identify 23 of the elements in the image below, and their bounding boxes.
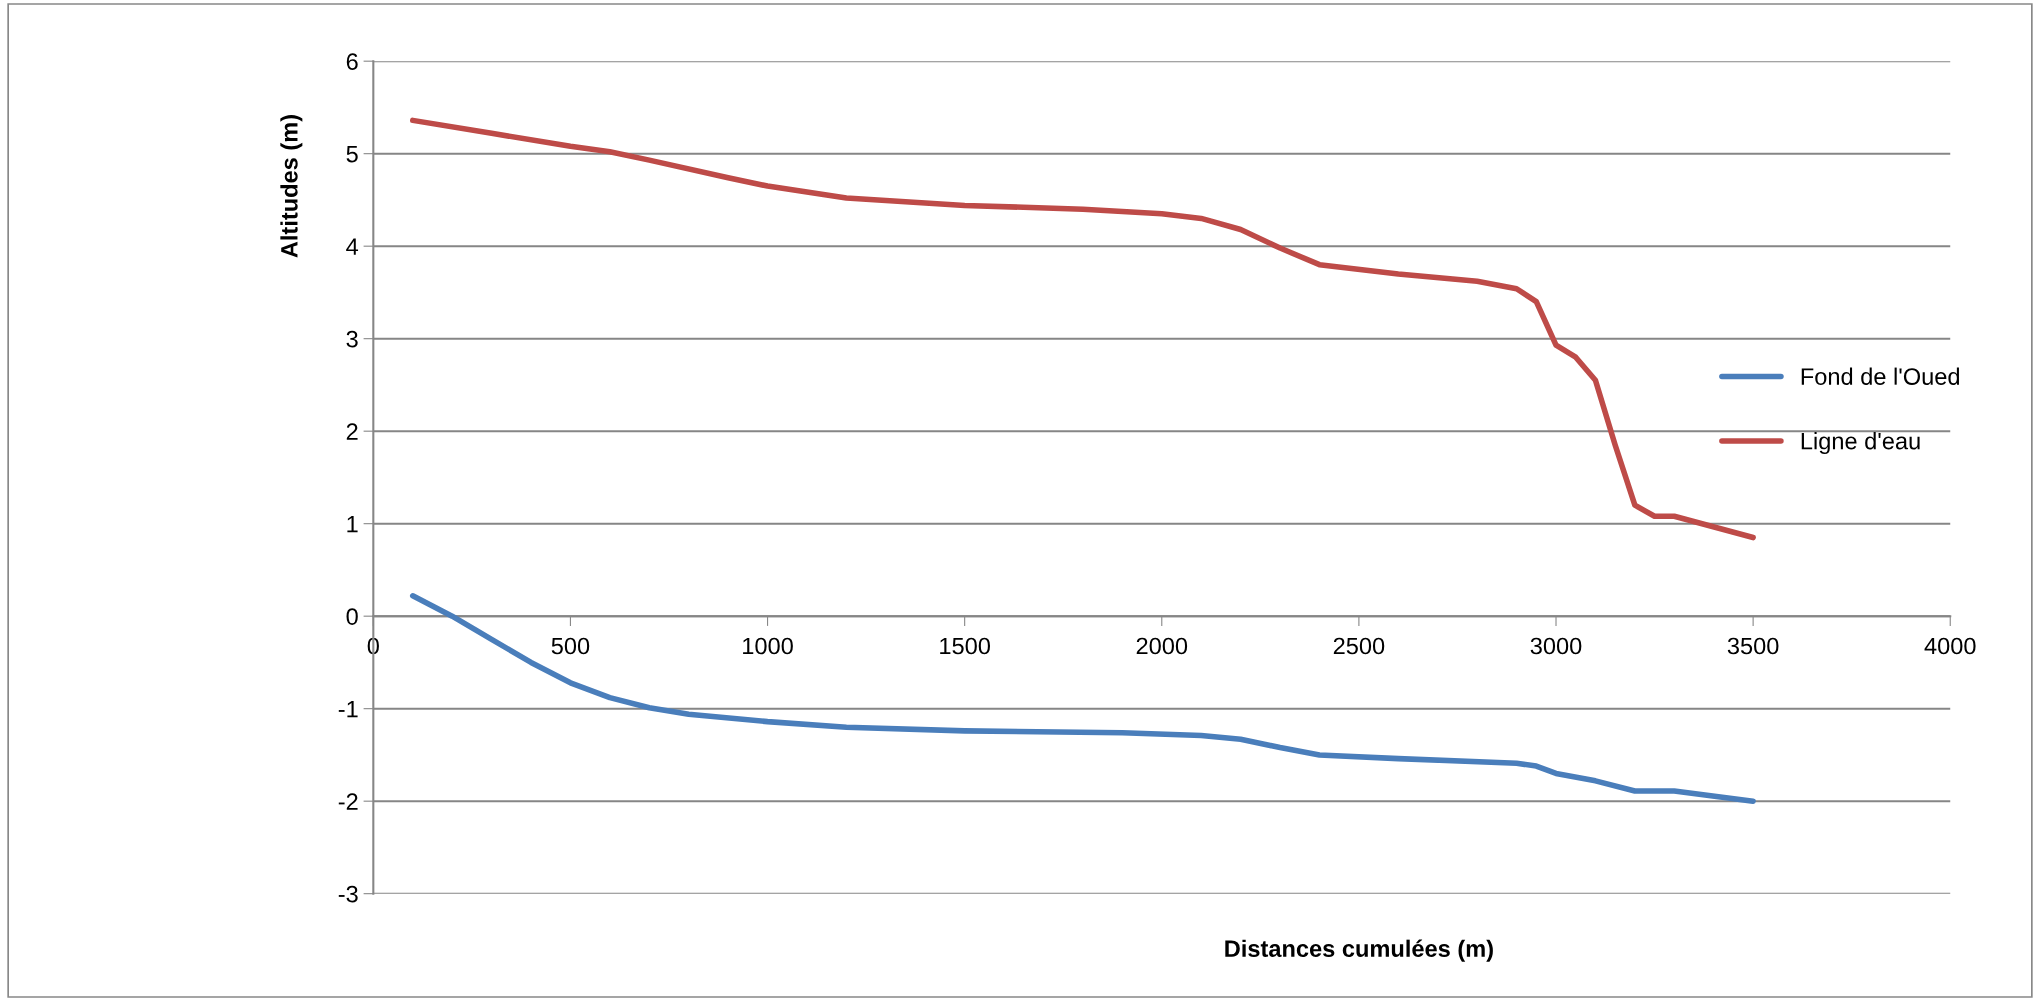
y-tick-label: 6: [346, 53, 358, 70]
x-tick-label: 3000: [1530, 637, 1582, 655]
y-tick-label: 1: [347, 515, 358, 533]
y-tick-label: -1: [338, 700, 358, 718]
y-tick-label: -3: [338, 885, 358, 903]
x-tick-label: 2000: [1136, 637, 1188, 655]
y-tick-label: 3: [346, 330, 358, 348]
x-tick-label: 1500: [940, 637, 991, 655]
y-tick-label: 2: [346, 423, 358, 440]
x-tick-label: 3500: [1727, 637, 1779, 655]
x-tick-label: 0: [367, 637, 379, 655]
legend-label: Fond de l'Oued: [1801, 367, 1960, 385]
x-axis-title: Distances cumulées (m): [1225, 939, 1493, 962]
x-tick-label: 1000: [743, 637, 793, 655]
y-axis-title: Altitudes (m): [280, 115, 303, 258]
y-tick-label: 0: [346, 608, 358, 625]
x-tick-label: 4000: [1924, 637, 1976, 655]
y-tick-label: 5: [346, 145, 358, 163]
x-tick-label: 2500: [1333, 637, 1385, 655]
y-tick-label: 4: [346, 238, 359, 255]
legend-label: Ligne d'eau: [1801, 432, 1920, 455]
y-tick-label: -2: [338, 793, 358, 810]
x-tick-label: 500: [551, 637, 590, 655]
